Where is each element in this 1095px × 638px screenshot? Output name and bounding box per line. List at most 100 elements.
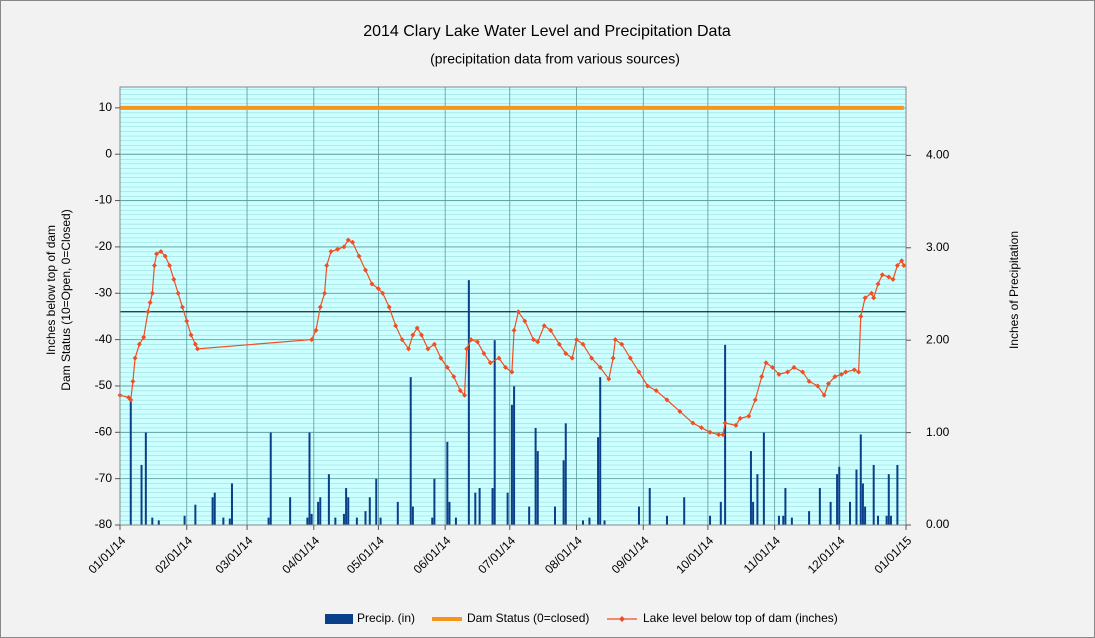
marker <box>149 290 155 296</box>
bar <box>355 517 358 525</box>
chart-subtitle: (precipitation data from various sources… <box>430 51 680 67</box>
bar <box>368 497 371 525</box>
bar <box>855 469 858 525</box>
marker <box>438 355 444 361</box>
bar <box>534 427 537 525</box>
legend: Precip. (in) Dam Status (0=closed) Lake le… <box>325 611 838 625</box>
bar <box>396 501 399 525</box>
marker <box>619 341 625 347</box>
marker <box>487 360 493 366</box>
bar <box>648 488 651 525</box>
marker <box>722 420 728 426</box>
marker <box>324 262 330 268</box>
marker <box>716 432 722 438</box>
bar <box>528 506 531 525</box>
bar <box>808 511 811 525</box>
bar <box>375 478 378 525</box>
bar <box>513 386 516 525</box>
marker <box>707 429 713 435</box>
marker <box>832 374 838 380</box>
bar <box>433 478 436 525</box>
bar <box>597 437 600 525</box>
bar <box>877 515 880 525</box>
marker <box>720 432 726 438</box>
bar <box>784 488 787 525</box>
marker <box>406 346 412 352</box>
marker <box>733 422 739 428</box>
marker <box>425 346 431 352</box>
bar <box>269 432 272 525</box>
bar <box>448 501 451 525</box>
marker <box>502 364 508 370</box>
marker <box>886 274 892 280</box>
y2-tick-label: 3.00 <box>926 240 950 254</box>
marker <box>511 327 517 333</box>
minor-grid <box>120 87 906 525</box>
marker <box>154 251 160 257</box>
marker <box>188 332 194 338</box>
marker <box>162 253 168 259</box>
marker <box>563 351 569 357</box>
marker <box>875 281 881 287</box>
marker <box>890 276 896 282</box>
marker <box>636 369 642 375</box>
marker <box>645 383 651 389</box>
bar <box>709 515 712 525</box>
legend-label: Dam Status (0=closed) <box>467 611 589 625</box>
marker <box>515 309 521 315</box>
marker <box>175 290 181 296</box>
bar <box>327 474 330 525</box>
marker <box>610 355 616 361</box>
marker <box>522 318 528 324</box>
marker <box>580 341 586 347</box>
marker <box>894 262 900 268</box>
bar <box>790 517 793 525</box>
bar <box>306 517 309 525</box>
marker <box>856 369 862 375</box>
bar <box>222 517 225 525</box>
y-tick-label: 10 <box>99 100 113 114</box>
marker <box>899 258 905 264</box>
bar <box>310 513 313 525</box>
bar <box>347 497 350 525</box>
marker <box>410 332 416 338</box>
marker <box>548 327 554 333</box>
marker <box>535 339 541 345</box>
marker <box>167 262 173 268</box>
marker <box>345 237 351 243</box>
bar <box>213 492 216 525</box>
marker <box>184 318 190 324</box>
marker <box>806 378 812 384</box>
bar <box>861 483 864 525</box>
marker <box>362 267 368 273</box>
bar <box>411 506 414 525</box>
marker <box>901 262 907 268</box>
bar <box>849 501 852 525</box>
marker <box>821 392 827 398</box>
marker <box>481 351 487 357</box>
marker <box>746 413 752 419</box>
legend-swatch <box>325 614 353 624</box>
marker <box>509 369 515 375</box>
bar <box>230 483 233 525</box>
bar <box>379 517 382 525</box>
bar <box>887 474 890 525</box>
bar <box>144 432 147 525</box>
legend-label: Lake level below top of dam (inches) <box>643 611 838 625</box>
marker <box>569 355 575 361</box>
marker <box>444 364 450 370</box>
bar <box>491 488 494 525</box>
bar <box>342 513 345 525</box>
marker <box>380 290 386 296</box>
marker <box>158 249 164 255</box>
marker <box>418 332 424 338</box>
bar <box>317 501 320 525</box>
bar <box>536 451 539 525</box>
bar <box>478 488 481 525</box>
marker <box>375 286 381 292</box>
y-axis-label: Inches below top of dam <box>44 225 58 355</box>
y2-tick-label: 4.00 <box>926 148 950 162</box>
bar <box>756 474 759 525</box>
bar <box>409 377 412 525</box>
chart-title: 2014 Clary Lake Water Level and Precipit… <box>363 23 731 40</box>
